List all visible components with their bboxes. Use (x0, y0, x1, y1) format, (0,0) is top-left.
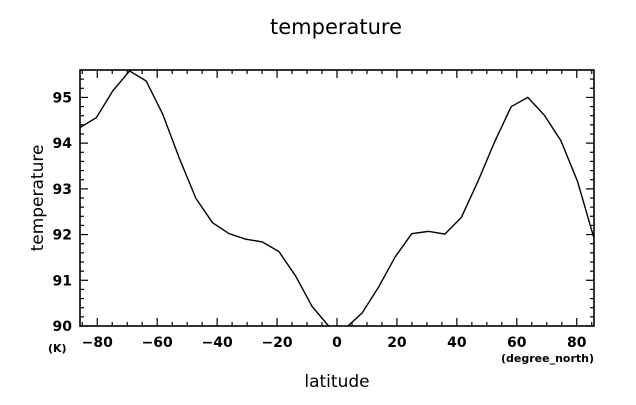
y-axis-title: temperature (28, 145, 48, 252)
x-tick-labels: −80 −60 −40 −20 0 20 40 60 80 (82, 335, 587, 351)
y-tick-label: 91 (53, 273, 72, 289)
x-tick-label: 0 (332, 335, 342, 351)
x-unit-label: (degree_north) (501, 352, 594, 365)
plot-frame (79, 69, 595, 327)
x-tick-label: −80 (82, 335, 113, 351)
x-axis-title: latitude (304, 372, 369, 392)
x-tick-label: 20 (387, 335, 407, 351)
x-tick-label: 80 (567, 335, 587, 351)
y-tick-labels: 90 91 92 93 94 95 (53, 90, 73, 335)
axis-ticks (80, 69, 594, 327)
chart-title: temperature (270, 15, 402, 39)
x-tick-label: 60 (507, 335, 527, 351)
temperature-line (80, 70, 594, 326)
x-tick-label: −60 (142, 335, 173, 351)
y-tick-label: 95 (53, 90, 72, 106)
x-tick-label: 40 (447, 335, 467, 351)
x-tick-label: −40 (202, 335, 233, 351)
y-tick-label: 93 (53, 182, 72, 198)
y-tick-label: 94 (53, 136, 73, 152)
y-tick-label: 92 (53, 228, 72, 244)
y-unit-label: (K) (48, 342, 67, 355)
y-tick-label: 90 (53, 319, 73, 335)
plot-area (79, 69, 595, 327)
x-tick-label: −20 (261, 335, 292, 351)
